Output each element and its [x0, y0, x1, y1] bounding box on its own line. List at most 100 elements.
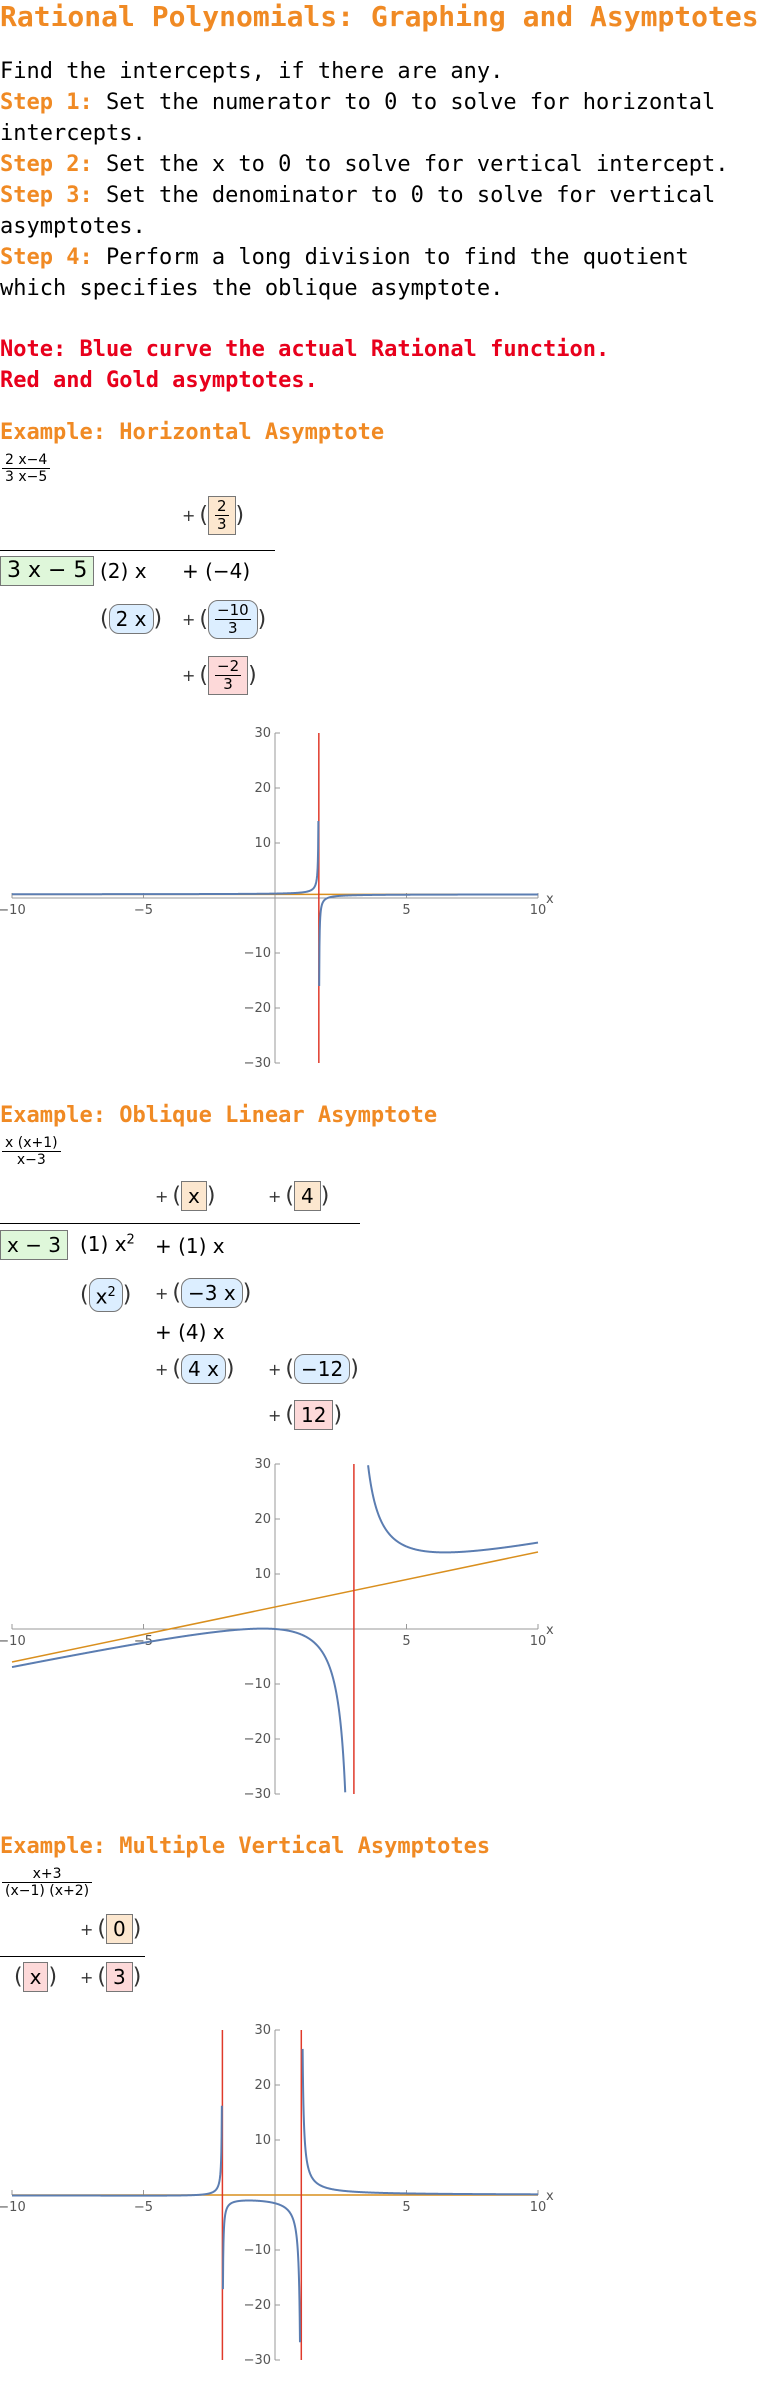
plus-sign: +	[268, 1186, 282, 1206]
rational-expression: x (x+1) x−3	[2, 1135, 61, 1168]
y-tick-label: 10	[254, 1567, 271, 1582]
remainder-box: −2 3	[208, 656, 249, 695]
quotient-num: 2	[215, 497, 229, 516]
note-line: Red and Gold asymptotes.	[0, 368, 318, 393]
function-curve	[301, 2048, 538, 2196]
quotient-den: 3	[217, 515, 227, 533]
x-tick-label: −5	[134, 1634, 153, 1649]
x-tick-label: 5	[402, 903, 410, 918]
step-label: Step 1:	[0, 90, 93, 115]
y-tick-label: −20	[244, 1732, 271, 1747]
function-curve	[11, 1627, 347, 1793]
y-tick-label: −10	[244, 1677, 271, 1692]
step-text: Set the numerator to 0 to solve for hori…	[0, 90, 716, 146]
page-title: Rational Polynomials: Graphing and Asymp…	[0, 0, 759, 33]
subtract-box: 2 x	[108, 604, 154, 634]
y-tick-label: 20	[254, 1512, 271, 1527]
divisor-box: x − 3	[0, 1230, 69, 1260]
rational-expression: x+3 (x−1) (x+2)	[2, 1866, 93, 1899]
divisor-term: (x)	[14, 1962, 57, 1992]
example-heading: Example: Horizontal Asymptote	[0, 420, 385, 445]
function-curve	[367, 1465, 539, 1554]
step-label: Step 2:	[0, 152, 93, 177]
remainder-num: −2	[215, 657, 242, 676]
plus-sign: +	[155, 1186, 169, 1206]
subtract-box: x2	[88, 1278, 123, 1312]
remainder-den: 3	[223, 675, 233, 693]
y-tick-label: 20	[254, 781, 271, 796]
plus-sign: +	[155, 1359, 169, 1379]
example-heading: Example: Multiple Vertical Asymptotes	[0, 1834, 491, 1859]
x-tick-label: 5	[402, 1634, 410, 1649]
subtract-term: +(−10 3)	[182, 600, 267, 639]
divisor: 3 x − 5	[0, 556, 95, 586]
step-text: Set the x to 0 to solve for vertical int…	[92, 152, 729, 177]
step-label: Step 3:	[0, 183, 93, 208]
intro-line: Find the intercepts, if there are any.	[0, 59, 504, 84]
x-tick-label: −10	[0, 1634, 26, 1649]
x-tick-label: −10	[0, 2200, 26, 2215]
exponent: 2	[107, 1285, 116, 1300]
step-text: Perform a long division to find the quot…	[0, 245, 689, 301]
y-tick-label: 30	[254, 726, 271, 741]
division-bar	[0, 550, 275, 551]
y-tick-label: 10	[254, 2133, 271, 2148]
y-tick-label: −30	[244, 2353, 271, 2368]
numerator: 2 x−4	[2, 452, 51, 469]
step-1: Step 1: Set the numerator to 0 to solve …	[0, 87, 765, 149]
quotient-term: +(x)	[155, 1181, 215, 1211]
subtract-box: −12	[294, 1354, 351, 1384]
x-tick-label: 10	[530, 903, 547, 918]
example-heading: Example: Oblique Linear Asymptote	[0, 1103, 438, 1128]
plus-sign: +	[268, 1359, 282, 1379]
function-curve	[221, 2199, 301, 2343]
divisor: x − 3	[0, 1230, 69, 1260]
denominator: x−3	[16, 1152, 46, 1168]
y-tick-label: 30	[254, 1457, 271, 1472]
y-tick-label: −30	[244, 1787, 271, 1802]
exponent: 2	[126, 1232, 135, 1248]
remainder-term: +(−2 3)	[182, 656, 257, 695]
step-2: Step 2: Set the x to 0 to solve for vert…	[0, 149, 765, 180]
subtract-text: x	[95, 1284, 108, 1309]
x-tick-label: −10	[0, 903, 26, 918]
quotient-term: +(0)	[80, 1914, 141, 1944]
plus-sign: +	[182, 506, 196, 525]
dividend-term: + (4) x	[155, 1320, 225, 1344]
plus-sign: +	[80, 1967, 94, 1987]
subtract-term: +(−3 x)	[155, 1278, 251, 1308]
dividend-term: (2) x	[100, 559, 147, 583]
dividend-text: (1) x	[80, 1232, 127, 1256]
subtract-box: −10 3	[208, 600, 258, 639]
y-tick-label: −20	[244, 2298, 271, 2313]
plus-sign: +	[155, 1283, 169, 1303]
x-tick-label: −5	[134, 2200, 153, 2215]
quotient-term: +(2 3)	[182, 496, 245, 535]
step-3: Step 3: Set the denominator to 0 to solv…	[0, 180, 765, 242]
y-tick-label: 10	[254, 836, 271, 851]
subtract-box: 4 x	[181, 1354, 226, 1384]
y-tick-label: −10	[244, 946, 271, 961]
step-4: Step 4: Perform a long division to find …	[0, 242, 765, 304]
subtract-den: 3	[228, 619, 238, 637]
note-line: Note: Blue curve the actual Rational fun…	[0, 337, 610, 362]
divisor-box: x	[22, 1962, 49, 1992]
x-axis-label: x	[546, 892, 554, 907]
dividend-term: + (−4)	[182, 559, 251, 583]
plus-sign: +	[182, 666, 196, 685]
y-tick-label: 20	[254, 2078, 271, 2093]
subtract-term: (x2)	[80, 1278, 131, 1312]
function-curve	[12, 820, 320, 896]
subtract-num: −10	[215, 601, 251, 620]
remainder-box: 12	[294, 1400, 334, 1430]
x-tick-label: −5	[134, 903, 153, 918]
x-tick-label: 10	[530, 1634, 547, 1649]
denominator: (x−1) (x+2)	[5, 1883, 90, 1899]
plus-sign: +	[268, 1405, 282, 1425]
step-label: Step 4:	[0, 245, 93, 270]
rational-expression: 2 x−4 3 x−5	[2, 452, 51, 485]
